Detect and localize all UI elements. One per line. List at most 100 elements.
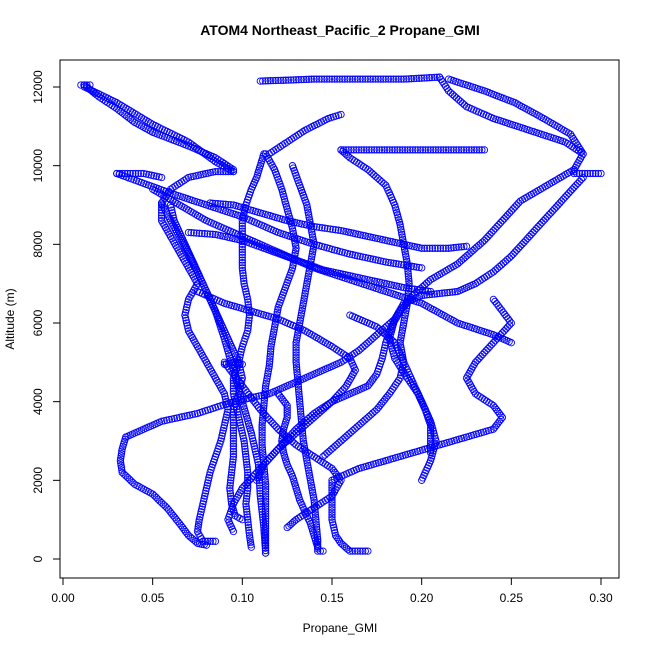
data-point	[470, 146, 478, 154]
data-point	[362, 146, 371, 154]
data-point	[385, 146, 394, 154]
data-point	[315, 75, 323, 83]
data-point	[240, 437, 248, 445]
data-point	[420, 291, 428, 299]
data-point	[554, 201, 562, 209]
data-point	[446, 89, 455, 97]
data-point	[267, 417, 275, 425]
data-point	[522, 236, 530, 245]
data-point	[404, 267, 412, 276]
data-point	[309, 243, 318, 251]
data-point	[424, 277, 433, 286]
data-point	[365, 412, 373, 421]
data-point	[547, 209, 555, 217]
data-point	[399, 361, 407, 369]
data-point	[415, 263, 423, 272]
data-point	[389, 75, 398, 83]
data-point	[379, 349, 388, 357]
data-point	[169, 211, 177, 220]
data-point	[196, 513, 204, 521]
data-point	[474, 391, 482, 399]
data-point	[243, 510, 251, 519]
data-point	[261, 475, 269, 484]
data-point	[371, 256, 380, 264]
data-point	[274, 303, 282, 311]
data-point	[328, 503, 336, 512]
data-point	[150, 172, 158, 180]
data-point	[229, 390, 238, 398]
data-point	[467, 146, 476, 154]
data-point	[209, 537, 217, 545]
data-point	[235, 356, 243, 364]
data-point	[461, 253, 469, 261]
data-point	[283, 406, 291, 414]
data-point	[415, 74, 423, 82]
data-point	[536, 221, 544, 229]
data-point	[478, 275, 486, 283]
data-point	[338, 75, 346, 83]
data-point	[267, 148, 276, 157]
data-point	[243, 388, 251, 397]
data-point	[229, 424, 238, 432]
data-point	[518, 240, 526, 248]
data-point	[238, 217, 246, 225]
data-point	[497, 306, 506, 314]
data-point	[232, 400, 240, 408]
data-point	[373, 278, 381, 286]
data-point	[266, 357, 274, 366]
data-point	[346, 250, 354, 258]
data-point	[473, 146, 481, 154]
data-point	[200, 495, 208, 503]
data-point	[591, 169, 600, 178]
data-point	[331, 529, 339, 537]
data-point	[214, 200, 222, 208]
data-point	[246, 534, 254, 542]
data-point	[239, 272, 247, 280]
data-point	[436, 244, 445, 252]
data-point	[296, 402, 304, 411]
plot-frame	[59, 59, 620, 579]
data-point	[359, 547, 367, 555]
data-point	[339, 227, 348, 235]
data-point	[348, 251, 357, 259]
data-point	[572, 181, 580, 189]
data-point	[351, 75, 359, 83]
data-point	[154, 495, 162, 503]
data-point	[404, 265, 412, 273]
data-point	[348, 75, 357, 83]
data-point	[299, 299, 307, 307]
data-point	[307, 479, 315, 487]
data-point	[323, 461, 332, 470]
data-point	[403, 257, 411, 266]
data-point	[364, 165, 372, 174]
data-point	[499, 259, 508, 267]
data-point	[459, 255, 467, 263]
data-point	[262, 377, 271, 385]
data-point	[244, 295, 252, 304]
data-point	[421, 146, 430, 154]
data-point	[520, 238, 528, 247]
data-point	[315, 223, 324, 232]
data-point	[365, 146, 373, 154]
data-point	[266, 350, 275, 358]
data-point	[279, 430, 287, 438]
data-point	[220, 390, 229, 398]
data-point	[335, 390, 343, 398]
data-point	[229, 434, 238, 443]
data-point	[117, 452, 125, 460]
data-point	[545, 211, 553, 219]
data-point	[303, 201, 311, 209]
data-point	[361, 547, 369, 555]
data-point	[353, 348, 361, 356]
x-tick-label: 0.20	[410, 591, 434, 605]
data-point	[242, 480, 250, 488]
data-point	[267, 342, 275, 351]
data-point	[238, 345, 246, 353]
data-point	[258, 446, 267, 454]
data-point	[405, 75, 413, 83]
data-point	[117, 454, 125, 462]
data-point	[307, 75, 316, 83]
data-point	[265, 360, 274, 368]
data-point	[491, 337, 499, 345]
data-point	[353, 423, 361, 431]
